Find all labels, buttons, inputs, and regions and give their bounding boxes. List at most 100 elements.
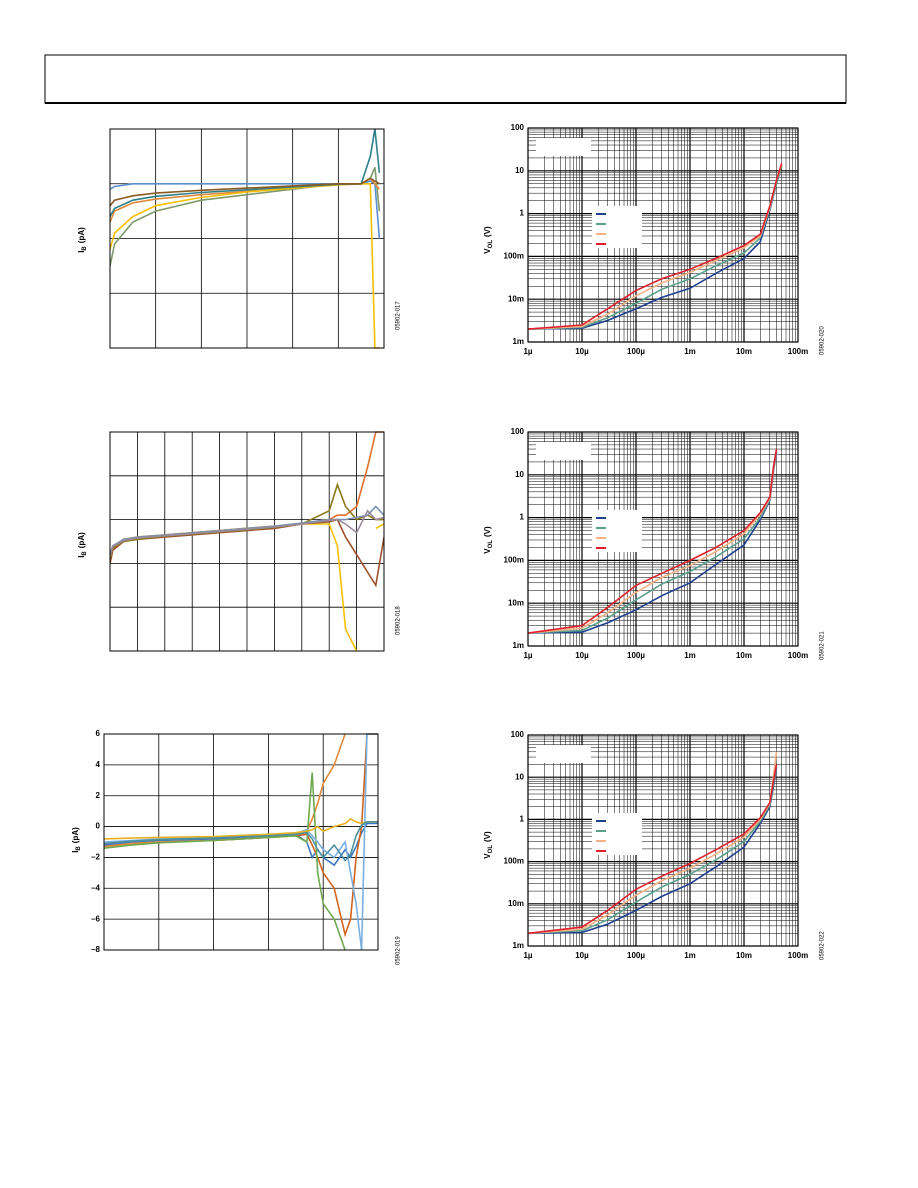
figure-code: 05902-021 <box>820 631 826 660</box>
series-line <box>104 817 378 840</box>
x-tick-label: 1m <box>684 651 696 660</box>
y-tick-label: 100m <box>504 857 524 866</box>
y-tick-label: 0 <box>96 822 101 831</box>
series-line <box>110 180 381 239</box>
x-tick-label: 100µ <box>627 347 645 356</box>
x-tick-label: 1µ <box>523 951 532 960</box>
y-tick-label: 1m <box>512 941 524 950</box>
y-axis-label: IB (pA) <box>77 532 87 558</box>
y-tick-label: 100 <box>511 123 525 132</box>
y-axis-label: VOL (V) <box>483 226 493 254</box>
y-axis-label-main: I <box>77 251 86 253</box>
y-tick-label: 10 <box>515 772 524 781</box>
x-tick-label: 1m <box>684 347 696 356</box>
y-tick-label: 1 <box>520 513 525 522</box>
x-tick-label: 100m <box>788 347 808 356</box>
y-axis-label-sub: OL <box>488 540 494 549</box>
plot-frame <box>527 734 799 947</box>
y-tick-label: 100 <box>511 427 525 436</box>
y-axis-label-sub: OL <box>488 845 494 854</box>
plot-frame <box>109 128 385 349</box>
y-axis-label: VOL (V) <box>483 526 493 554</box>
x-tick-label: 1µ <box>523 347 532 356</box>
plot-area <box>528 432 798 646</box>
y-axis-label-main: V <box>483 853 492 859</box>
y-tick-label: –6 <box>91 914 100 923</box>
y-axis-label: IB (pA) <box>77 227 87 253</box>
chart: 1µ 10µ 100µ 1m 10m 100m 1m 10m 100m 1 10 100 VOL (V) 0… <box>483 730 825 960</box>
y-axis-label: IB (pA) <box>71 827 81 853</box>
series-line <box>110 128 381 217</box>
y-tick-label: 100 <box>511 730 525 739</box>
x-tick-label: 100m <box>788 951 808 960</box>
x-tick-label: 1µ <box>523 651 532 660</box>
figure-code: 05902-022 <box>820 931 826 960</box>
y-axis-label: VOL (V) <box>483 831 493 859</box>
y-tick-label: 1m <box>512 641 524 650</box>
y-tick-label: 10m <box>508 294 524 303</box>
legend-box <box>592 510 642 552</box>
plot-frame <box>527 127 799 343</box>
series-line <box>528 764 778 935</box>
y-axis-label-unit: (V) <box>483 526 492 537</box>
plot-frame <box>109 431 385 652</box>
y-tick-label: 10 <box>515 166 524 175</box>
x-tick-label: 100µ <box>627 651 645 660</box>
series-line <box>110 505 384 555</box>
header-box <box>44 54 847 104</box>
plot-area <box>528 128 798 342</box>
y-tick-label: 10m <box>508 598 524 607</box>
condition-box <box>536 745 591 763</box>
y-tick-label: 100m <box>504 556 524 565</box>
y-axis-label-main: V <box>483 248 492 254</box>
y-tick-label: –2 <box>91 853 100 862</box>
legend-box <box>592 813 642 855</box>
y-tick-label: 2 <box>96 791 101 800</box>
y-tick-label: 4 <box>96 760 101 769</box>
y-tick-label: 100m <box>504 252 524 261</box>
chart: IB (pA) 05902-017 <box>77 128 402 349</box>
figure-code: 05902-017 <box>396 301 402 330</box>
chart: 1µ 10µ 100µ 1m 10m 100m 1m 10m 100m 1 10 100 VOL (V) 0… <box>483 427 825 660</box>
legend-box <box>592 206 642 248</box>
figure-code: 05902-019 <box>396 936 402 965</box>
x-tick-label: 1m <box>684 951 696 960</box>
y-tick-label: –4 <box>91 883 100 892</box>
y-axis-label-unit: (V) <box>483 831 492 842</box>
chart: 6 4 2 0 –2 –4 –6 –8 IB (pA) 05902-019 <box>71 729 401 965</box>
y-tick-label: 1 <box>520 815 525 824</box>
y-axis-label-sub: B <box>76 846 82 851</box>
series-line <box>528 163 783 330</box>
x-tick-label: 10m <box>736 347 752 356</box>
x-tick-label: 100m <box>788 651 808 660</box>
y-tick-label: –8 <box>91 945 100 954</box>
y-axis-label-main: I <box>77 556 86 558</box>
y-tick-label: 6 <box>96 729 101 738</box>
y-axis-label-unit: (V) <box>483 226 492 237</box>
plot-frame <box>103 733 379 951</box>
y-axis-label-unit: (pA) <box>71 827 80 843</box>
condition-box <box>536 442 591 460</box>
series-line <box>104 821 378 862</box>
y-tick-label: 10 <box>515 470 524 479</box>
x-tick-label: 10µ <box>575 651 589 660</box>
y-axis-label-unit: (pA) <box>77 227 86 243</box>
series-line <box>110 509 384 558</box>
y-axis-label-sub: OL <box>488 240 494 249</box>
chart: IB (pA) 05902-018 <box>77 431 402 652</box>
x-tick-label: 10m <box>736 651 752 660</box>
x-tick-label: 10m <box>736 951 752 960</box>
series-line <box>110 166 381 267</box>
plot-area <box>528 735 798 946</box>
x-tick-label: 10µ <box>575 951 589 960</box>
y-tick-label: 10m <box>508 899 524 908</box>
y-axis-label-sub: B <box>82 246 88 251</box>
y-axis-label-sub: B <box>82 551 88 556</box>
condition-box <box>536 138 591 156</box>
y-axis-label-main: I <box>71 851 80 853</box>
y-axis-label-main: V <box>483 548 492 554</box>
figure-code: 05902-020 <box>820 326 826 355</box>
series-line <box>528 448 778 634</box>
y-tick-label: 1m <box>512 337 524 346</box>
